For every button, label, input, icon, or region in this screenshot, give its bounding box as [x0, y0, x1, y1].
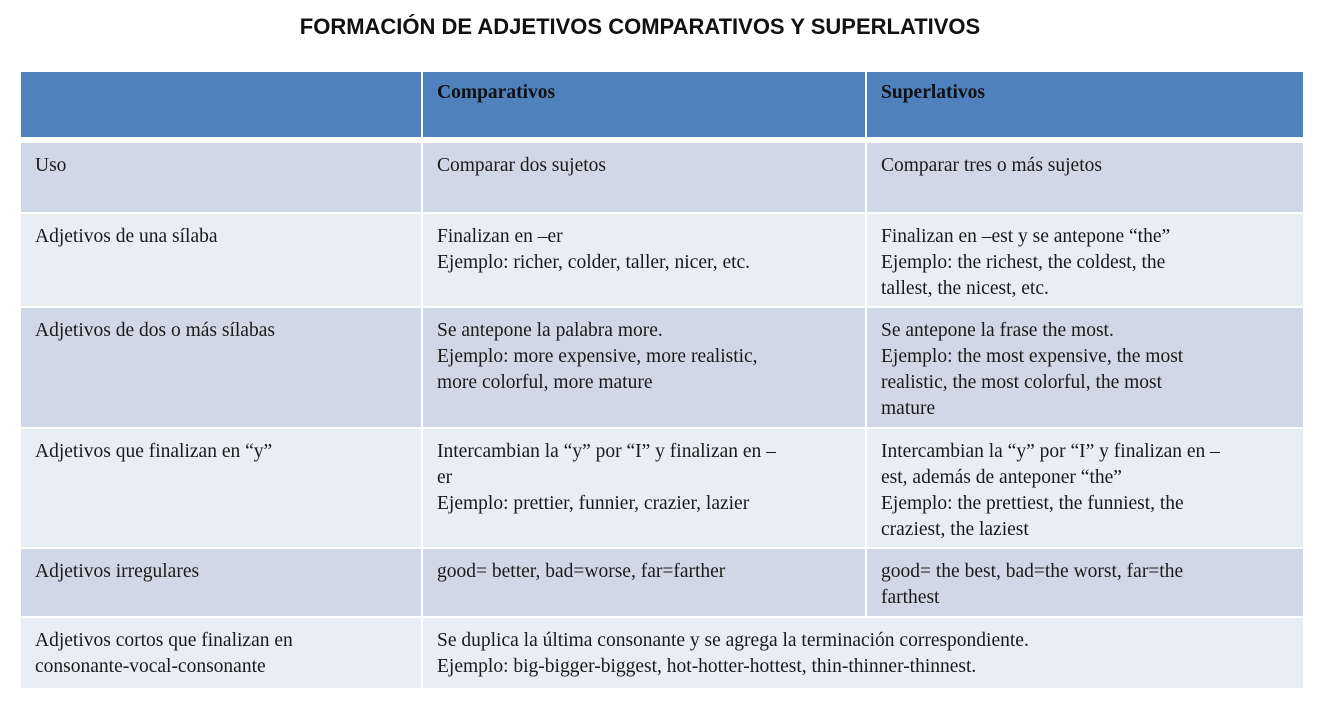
table-cell: Finalizan en –er Ejemplo: richer, colder,… — [423, 214, 865, 306]
table-row: Adjetivos que finalizan en “y” Intercambi… — [21, 429, 1303, 547]
cell-text-line: Se antepone la palabra more. — [437, 320, 663, 341]
table-row: Adjetivos irregulares good= better, bad=w… — [21, 549, 1303, 616]
row-label-cell: Adjetivos de dos o más sílabas — [21, 308, 421, 427]
table-cell: Comparar tres o más sujetos — [867, 143, 1303, 212]
cell-text-line: mature — [881, 398, 936, 419]
table-row: Adjetivos cortos que finalizan en consona… — [21, 618, 1303, 688]
cell-text-line: Se antepone la frase the most. — [881, 320, 1114, 341]
cell-text-line: Comparar tres o más sujetos — [881, 155, 1102, 176]
row-label-cell: Uso — [21, 143, 421, 212]
comparison-table: Comparativos Superlativos Uso Comparar do… — [21, 72, 1303, 690]
cell-text-line: Comparar dos sujetos — [437, 155, 606, 176]
cell-text-line: Adjetivos que finalizan en “y” — [35, 441, 273, 462]
table-cell: Intercambian la “y” por “I” y finalizan … — [867, 429, 1303, 547]
cell-text-line: Ejemplo: richer, colder, taller, nicer, … — [437, 252, 751, 273]
cell-text-line: Ejemplo: the richest, the coldest, the — [881, 252, 1166, 273]
cell-text-line: farthest — [881, 587, 940, 608]
table-cell: good= better, bad=worse, far=farther — [423, 549, 865, 616]
table-cell: Se antepone la palabra more. Ejemplo: mor… — [423, 308, 865, 427]
cell-text-line: Se duplica la última consonante y se agr… — [437, 630, 1029, 651]
cell-text-line: good= the best, bad=the worst, far=the — [881, 561, 1184, 582]
cell-text-line: more colorful, more mature — [437, 372, 653, 393]
table-row: Adjetivos de una sílaba Finalizan en –er E… — [21, 214, 1303, 306]
cell-text-line: Adjetivos de dos o más sílabas — [35, 320, 275, 341]
cell-text-line: Ejemplo: the prettiest, the funniest, th… — [881, 493, 1184, 514]
cell-text-line: Adjetivos irregulares — [35, 561, 200, 582]
cell-text-line: good= better, bad=worse, far=farther — [437, 561, 726, 582]
header-cell-empty — [21, 72, 421, 137]
cell-text-line: realistic, the most colorful, the most — [881, 372, 1163, 393]
cell-text-line: tallest, the nicest, etc. — [881, 278, 1049, 299]
cell-text-line: Ejemplo: big-bigger-biggest, hot-hotter-… — [437, 656, 977, 677]
table-cell: good= the best, bad=the worst, far=the fa… — [867, 549, 1303, 616]
cell-text-line: Ejemplo: the most expensive, the most — [881, 346, 1184, 367]
cell-text-line: Finalizan en –er — [437, 226, 563, 247]
row-label-cell: Adjetivos cortos que finalizan en consona… — [21, 618, 421, 688]
table-cell: Finalizan en –est y se antepone “the” Eje… — [867, 214, 1303, 306]
page-title: FORMACIÓN DE ADJETIVOS COMPARATIVOS Y SU… — [299, 14, 981, 39]
header-cell-superlativos: Superlativos — [867, 72, 1303, 137]
cell-text-line: Adjetivos de una sílaba — [35, 226, 218, 247]
cell-text-line: consonante-vocal-consonante — [35, 656, 266, 677]
table-header-row: Comparativos Superlativos — [21, 72, 1303, 137]
table-row: Uso Comparar dos sujetos Comparar tres o m… — [21, 143, 1303, 212]
row-label-cell: Adjetivos que finalizan en “y” — [21, 429, 421, 547]
header-cell-comparativos: Comparativos — [423, 72, 865, 137]
cell-text-line: craziest, the laziest — [881, 519, 1029, 540]
table-row: Adjetivos de dos o más sílabas Se antepon… — [21, 308, 1303, 427]
table-cell: Comparar dos sujetos — [423, 143, 865, 212]
cell-text-line: Intercambian la “y” por “I” y finalizan … — [437, 441, 776, 462]
cell-text-line: Ejemplo: prettier, funnier, crazier, laz… — [437, 493, 750, 514]
table-cell: Se duplica la última consonante y se agr… — [423, 618, 1303, 688]
cell-text-line: est, además de anteponer “the” — [881, 467, 1122, 488]
cell-text-line: Adjetivos cortos que finalizan en — [35, 630, 293, 651]
table-cell: Intercambian la “y” por “I” y finalizan … — [423, 429, 865, 547]
table-cell: Se antepone la frase the most. Ejemplo: t… — [867, 308, 1303, 427]
row-label-cell: Adjetivos de una sílaba — [21, 214, 421, 306]
cell-text-line: Finalizan en –est y se antepone “the” — [881, 226, 1171, 247]
row-label-cell: Adjetivos irregulares — [21, 549, 421, 616]
cell-text-line: Uso — [35, 155, 67, 176]
cell-text-line: Ejemplo: more expensive, more realistic, — [437, 346, 758, 367]
cell-text-line: er — [437, 467, 453, 488]
cell-text-line: Intercambian la “y” por “I” y finalizan … — [881, 441, 1220, 462]
